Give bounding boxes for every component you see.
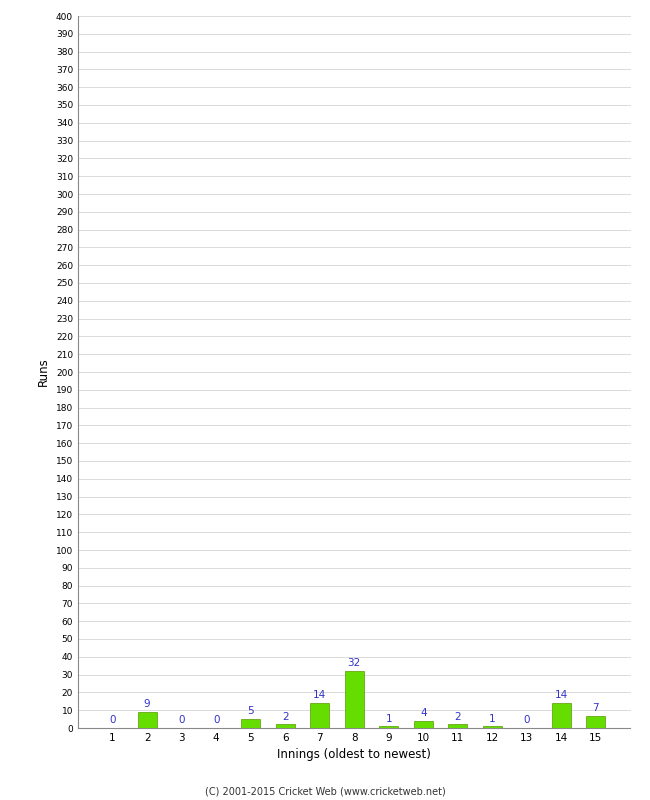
Text: 5: 5 [248, 706, 254, 717]
Text: 7: 7 [593, 703, 599, 713]
Text: 0: 0 [524, 715, 530, 726]
Text: 1: 1 [385, 714, 392, 723]
Text: 2: 2 [282, 712, 289, 722]
Text: 4: 4 [420, 708, 426, 718]
Y-axis label: Runs: Runs [37, 358, 50, 386]
Bar [483, 726, 502, 728]
Bar [414, 721, 433, 728]
Text: 14: 14 [554, 690, 568, 701]
Text: 0: 0 [109, 715, 116, 726]
Text: 14: 14 [313, 690, 326, 701]
Bar [380, 726, 398, 728]
Bar [552, 703, 571, 728]
Text: 9: 9 [144, 699, 150, 710]
Text: 0: 0 [178, 715, 185, 726]
X-axis label: Innings (oldest to newest): Innings (oldest to newest) [278, 749, 431, 762]
Bar [586, 715, 605, 728]
Bar [310, 703, 329, 728]
Bar [344, 671, 364, 728]
Bar [276, 725, 294, 728]
Bar [448, 725, 467, 728]
Text: (C) 2001-2015 Cricket Web (www.cricketweb.net): (C) 2001-2015 Cricket Web (www.cricketwe… [205, 786, 445, 796]
Text: 1: 1 [489, 714, 496, 723]
Text: 0: 0 [213, 715, 220, 726]
Text: 32: 32 [348, 658, 361, 668]
Bar [138, 712, 157, 728]
Text: 2: 2 [454, 712, 461, 722]
Bar [241, 719, 260, 728]
